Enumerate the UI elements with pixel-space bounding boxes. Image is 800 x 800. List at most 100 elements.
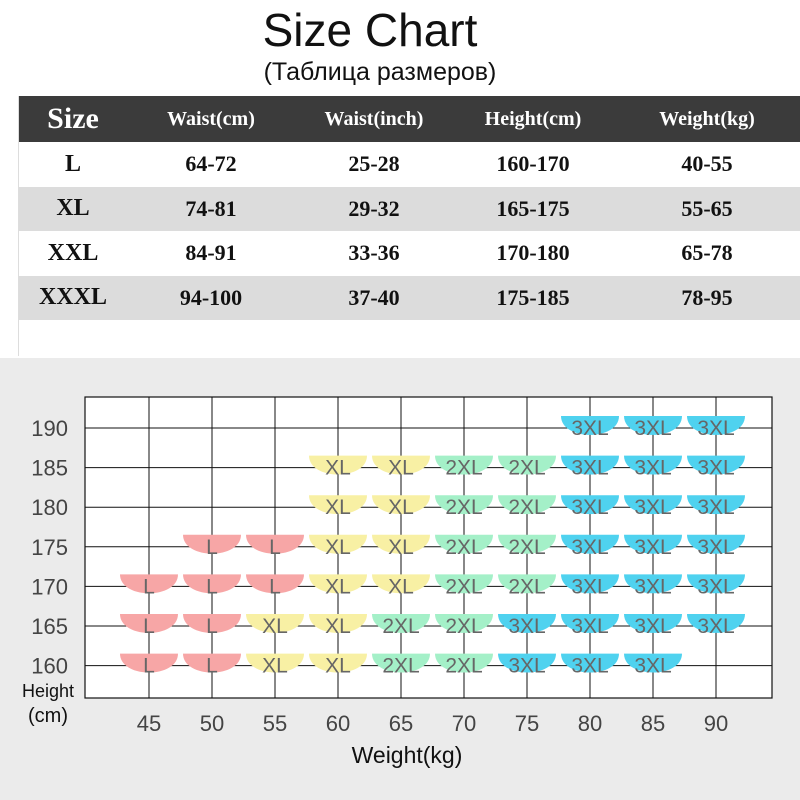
size-cell-label: XL (325, 615, 351, 638)
x-tick-label: 60 (326, 711, 350, 736)
size-cell-shape (498, 574, 556, 594)
size-cell: XL (309, 653, 367, 678)
size-cell-shape (687, 416, 745, 435)
table-row: XL 74-81 29-32 165-175 55-65 (19, 186, 800, 231)
size-cell-label: L (269, 536, 281, 559)
size-cell-label: 2XL (508, 536, 545, 559)
size-cell-shape (498, 653, 556, 673)
size-cell-label: 2XL (445, 496, 482, 519)
size-cell-label: L (206, 655, 218, 678)
size-cell-shape (561, 416, 619, 435)
size-cell: XL (372, 534, 430, 559)
size-cell-label: XL (325, 496, 351, 519)
size-cell: 3XL (624, 534, 682, 559)
size-cell-shape (120, 653, 178, 673)
size-cell-shape (120, 614, 178, 633)
size-cell-shape (246, 534, 304, 554)
x-tick-label: 90 (704, 711, 728, 736)
size-cell: XL (309, 495, 367, 519)
size-cell-label: XL (262, 615, 288, 638)
size-cell: 3XL (687, 614, 745, 638)
size-cell-label: 3XL (571, 575, 608, 598)
size-cell: 2XL (498, 495, 556, 519)
table-cell-size: XL (19, 186, 127, 231)
size-cell: 3XL (561, 653, 619, 678)
size-cell: XL (372, 495, 430, 519)
table-header-row: Size Waist(cm) Waist(inch) Height(cm) We… (19, 96, 800, 142)
size-cell-shape (120, 574, 178, 594)
size-cell: L (183, 653, 241, 678)
table-cell: 160-170 (496, 151, 570, 177)
size-cell-label: 2XL (445, 457, 482, 480)
table-row: L 64-72 25-28 160-170 40-55 (19, 142, 800, 187)
size-cell-shape (624, 574, 682, 594)
size-cell-label: XL (325, 457, 351, 480)
table-cell: 40-55 (681, 151, 733, 177)
size-cell-shape (435, 534, 493, 554)
size-cell-shape (624, 416, 682, 435)
size-cell: 2XL (498, 534, 556, 559)
size-cell: 3XL (624, 653, 682, 678)
size-cell: 2XL (435, 574, 493, 598)
size-cell: XL (246, 653, 304, 678)
x-tick-label: 55 (263, 711, 287, 736)
size-cell: 3XL (561, 614, 619, 638)
x-tick-label: 70 (452, 711, 476, 736)
size-cell-label: 3XL (634, 457, 671, 480)
size-cell-label: 3XL (697, 457, 734, 480)
size-cell-shape (372, 455, 430, 475)
header-waist-cm: Waist(cm) (127, 96, 295, 142)
size-cell-shape (246, 574, 304, 594)
size-cell-label: L (143, 615, 155, 638)
header-height-cm: Height(cm) (453, 96, 613, 142)
size-cell-label: L (143, 655, 155, 678)
size-cell-label: L (269, 575, 281, 598)
size-cell-label: 3XL (634, 536, 671, 559)
size-cell-shape (435, 653, 493, 673)
size-cell-shape (561, 495, 619, 515)
size-cell-label: XL (325, 536, 351, 559)
page-title: Size Chart (262, 4, 478, 56)
size-cell-shape (561, 574, 619, 594)
header-weight-kg: Weight(kg) (613, 96, 800, 142)
x-tick-label: 45 (137, 711, 161, 736)
size-cell: 3XL (687, 534, 745, 559)
size-cell-label: XL (325, 575, 351, 598)
table-cell: 37-40 (295, 275, 453, 320)
size-cell-label: 3XL (571, 536, 608, 559)
header-waist-inch: Waist(inch) (295, 96, 453, 142)
size-cell: 2XL (435, 495, 493, 519)
size-cell-label: 2XL (508, 457, 545, 480)
size-cell: 3XL (561, 534, 619, 559)
size-cell-label: XL (388, 536, 414, 559)
size-cell-label: 2XL (445, 655, 482, 678)
size-cell-shape (498, 534, 556, 554)
table-cell: 165-175 (453, 186, 613, 231)
size-cell-label: 3XL (571, 615, 608, 638)
size-cell: 3XL (687, 495, 745, 519)
size-cell: 3XL (687, 416, 745, 440)
size-cell: 2XL (435, 614, 493, 638)
size-cell: 3XL (624, 455, 682, 480)
x-tick-labels: 45 50 55 60 65 70 75 80 85 90 (137, 711, 728, 736)
size-cell: XL (309, 455, 367, 480)
size-cell-label: XL (388, 457, 414, 480)
size-cell-shape (687, 574, 745, 594)
size-cell: L (183, 534, 241, 559)
size-cell-label: 3XL (571, 417, 608, 440)
y-tick-label: 175 (31, 535, 68, 560)
size-cell-shape (687, 614, 745, 633)
size-cell-shape (498, 455, 556, 475)
size-cell: L (246, 574, 304, 598)
size-cell-label: L (206, 575, 218, 598)
size-cell-shape (498, 614, 556, 633)
size-cell-label: 3XL (697, 417, 734, 440)
size-cell: 3XL (687, 455, 745, 480)
x-tick-label: 75 (515, 711, 539, 736)
y-axis-label-line2: (cm) (28, 705, 68, 727)
table-cell: 74-81 (127, 186, 295, 231)
table-row: XXXL 94-100 37-40 175-185 78-95 (19, 275, 800, 320)
size-cell: 3XL (561, 495, 619, 519)
size-cell-shape (435, 455, 493, 475)
table-cell: 84-91 (185, 240, 237, 266)
